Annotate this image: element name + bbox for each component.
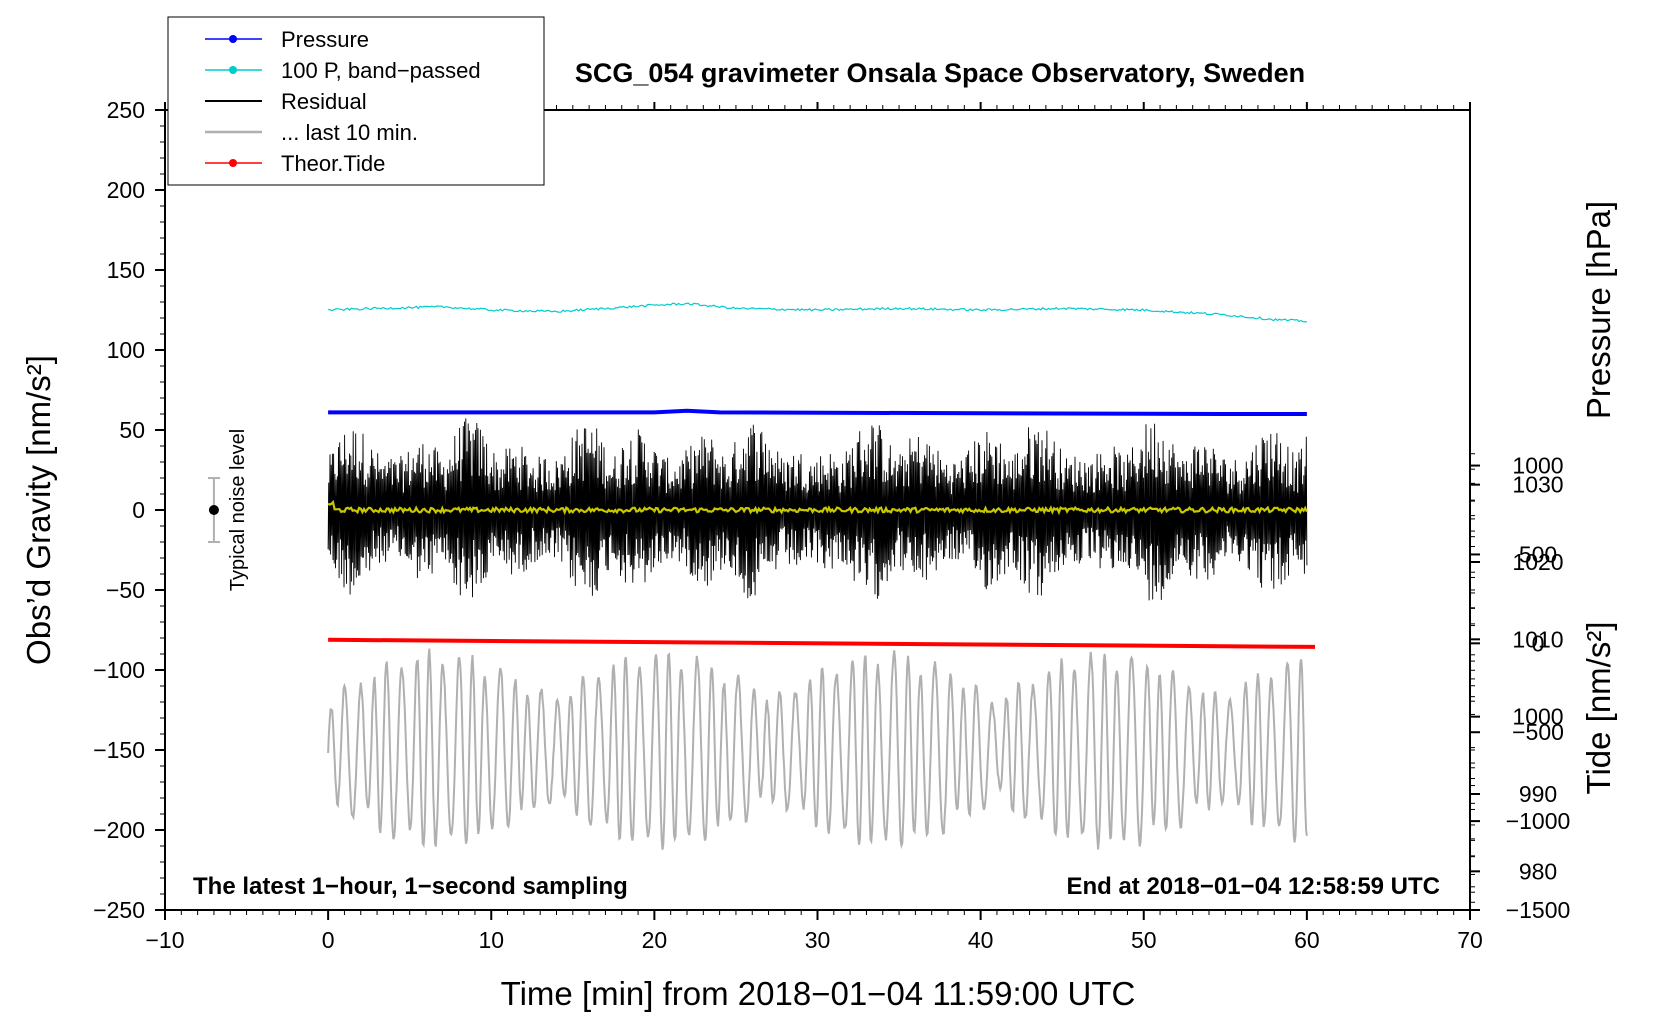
x-tick-label: 30 [805,927,831,953]
y-tick-label: 150 [107,257,145,283]
x-tick-label: 10 [478,927,504,953]
y-tick-label: −250 [93,897,145,923]
series-tide-line [328,637,1316,649]
x-tick-label: −10 [145,927,184,953]
y-tick-label: −200 [93,817,145,843]
pressure-tick-label: 980 [1519,858,1557,884]
series-residual-line [327,418,1308,601]
x-tick-label: 50 [1131,927,1157,953]
y-tick-label: 50 [119,417,145,443]
x-tick-label: 0 [322,927,335,953]
noise-level-label: Typical noise level [227,429,249,591]
tide-axis-label: Tide [nm/s²] [1580,622,1617,795]
tide-tick-label: 0 [1532,630,1545,656]
sampling-annotation: The latest 1−hour, 1−second sampling [193,873,628,900]
x-tick-label: 40 [968,927,994,953]
y-tick-label: 250 [107,97,145,123]
tide-tick-label: −500 [1512,719,1564,745]
legend-marker-pressure [229,35,237,43]
legend-marker-bandpassed [229,66,237,74]
tide-tick-label: 500 [1519,541,1557,567]
y-axis-label: Obs’d Gravity [nm/s²] [20,355,57,665]
pressure-tick-label: 1010 [1512,626,1563,652]
pressure-tick-label: 990 [1519,781,1557,807]
x-tick-label: 70 [1457,927,1483,953]
tide-tick-label: 1000 [1512,453,1563,479]
series-last10min-line [327,648,1308,850]
y-tick-label: 100 [107,337,145,363]
series-smoothed-line [327,499,1308,516]
y-tick-label: −100 [93,657,145,683]
series-pressure-line [328,408,1307,416]
legend-label-bandpassed: 100 P, band−passed [281,58,481,83]
legend-marker-tide [229,159,237,167]
legend-label-last10: ... last 10 min. [281,120,418,145]
chart-title: SCG_054 gravimeter Onsala Space Observat… [575,58,1305,88]
legend: Pressure 100 P, band−passed Residual ...… [167,16,545,186]
noise-level-indicator: Typical noise level [207,429,249,591]
legend-label-residual: Residual [281,89,367,114]
pressure-tick-label: 1030 [1512,472,1563,498]
tide-tick-label: −1500 [1506,897,1571,923]
noise-center-marker [208,505,219,515]
y-tick-label: −50 [106,577,145,603]
tide-tick-label: −1000 [1506,808,1571,834]
y-tick-label: 0 [132,497,145,523]
x-tick-label: 20 [642,927,668,953]
x-tick-label: 60 [1294,927,1320,953]
series-layer [327,302,1316,850]
pressure-tick-label: 1000 [1512,704,1563,730]
tick-labels-layer: −10 0 10 20 30 40 50 60 70250200150100500−50−100… [93,97,1570,953]
pressure-tick-label: 1020 [1512,549,1563,575]
legend-label-pressure: Pressure [281,27,369,52]
end-time-annotation: End at 2018−01−04 12:58:59 UTC [1066,873,1440,900]
y-tick-label: −150 [93,737,145,763]
pressure-axis-label: Pressure [hPa] [1580,201,1617,419]
x-axis-label: Time [min] from 2018−01−04 11:59:00 UTC [501,975,1136,1012]
legend-label-tide: Theor.Tide [281,151,385,176]
ticks-layer [155,102,1480,920]
series-bandpassed-line [328,302,1307,323]
y-tick-label: 200 [107,177,145,203]
